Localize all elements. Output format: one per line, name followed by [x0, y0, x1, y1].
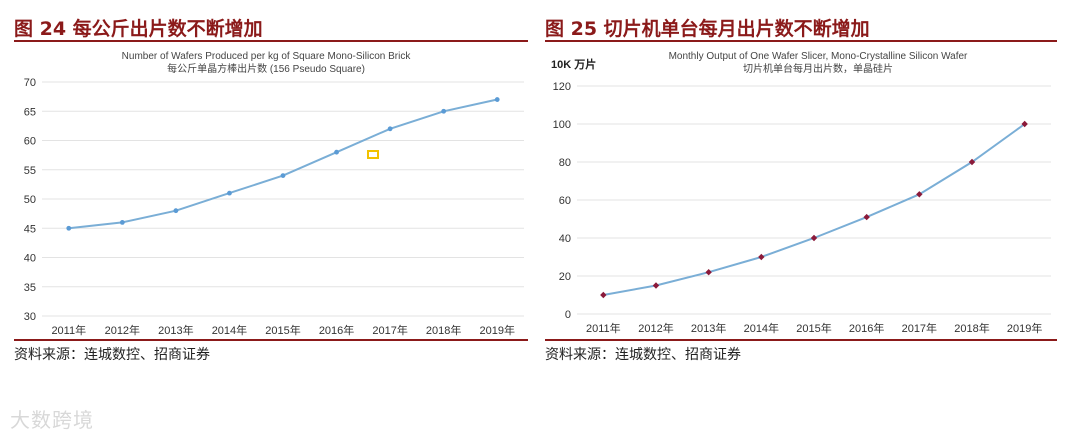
- x-tick-label: 2015年: [796, 321, 831, 335]
- x-tick-label: 2017年: [372, 323, 407, 337]
- x-tick-label: 2014年: [212, 323, 247, 337]
- data-point: [334, 149, 339, 155]
- y-tick-label: 30: [24, 311, 36, 323]
- x-tick-label: 2018年: [426, 323, 461, 337]
- y-unit-label: 10K 万片: [551, 57, 596, 71]
- y-tick-label: 35: [24, 282, 36, 294]
- y-tick-label: 65: [24, 106, 36, 118]
- x-tick-label: 2015年: [265, 323, 300, 337]
- y-tick-label: 45: [24, 223, 36, 235]
- chart-subtitle: 切片机单台每月出片数，单晶硅片: [743, 62, 893, 75]
- data-point: [387, 126, 393, 132]
- x-tick-label: 2012年: [638, 321, 673, 335]
- data-point: [173, 208, 179, 214]
- right-figure: 图 25 切片机单台每月出片数不断增加 Monthly Output of On…: [545, 0, 1057, 441]
- x-tick-label: 2016年: [319, 323, 354, 337]
- x-tick-label: 2012年: [105, 323, 140, 337]
- y-tick-label: 20: [559, 271, 571, 283]
- left-title-rule: [14, 40, 528, 42]
- series-line: [603, 123, 1026, 296]
- data-point: [810, 234, 818, 242]
- right-bottom-rule: [545, 339, 1057, 341]
- right-source-note: 资料来源：连城数控、招商证券: [545, 347, 741, 363]
- series-line: [68, 98, 498, 230]
- data-point: [494, 97, 500, 102]
- left-line-chart: Number of Wafers Produced per kg of Squa…: [24, 51, 524, 337]
- data-point: [863, 213, 870, 221]
- legend-marker: [367, 150, 379, 159]
- chart-title: Monthly Output of One Wafer Slicer, Mono…: [669, 51, 968, 62]
- data-point: [441, 108, 447, 114]
- data-point: [968, 158, 976, 166]
- x-tick-label: 2011年: [51, 323, 86, 337]
- x-tick-label: 2019年: [1007, 321, 1042, 335]
- y-tick-label: 55: [24, 165, 36, 177]
- left-source-note: 资料来源：连城数控、招商证券: [14, 347, 210, 363]
- right-figure-title: 图 25 切片机单台每月出片数不断增加: [545, 18, 870, 40]
- data-point: [600, 291, 607, 299]
- y-tick-label: 70: [24, 77, 36, 89]
- x-tick-label: 2018年: [954, 321, 989, 335]
- y-tick-label: 60: [24, 136, 36, 148]
- watermark-logo: 大数跨境: [10, 408, 94, 432]
- y-tick-label: 0: [565, 309, 571, 321]
- x-tick-label: 2013年: [691, 321, 726, 335]
- x-tick-label: 2014年: [744, 321, 779, 335]
- x-tick-label: 2016年: [849, 321, 884, 335]
- y-tick-label: 100: [553, 119, 571, 131]
- chart-title: Number of Wafers Produced per kg of Squa…: [122, 51, 412, 62]
- y-tick-label: 120: [553, 81, 571, 93]
- x-tick-label: 2017年: [902, 321, 937, 335]
- data-point: [652, 282, 660, 289]
- y-tick-label: 80: [559, 157, 571, 169]
- left-figure: 图 24 每公斤出片数不断增加 Number of Wafers Produce…: [14, 0, 528, 441]
- left-figure-title: 图 24 每公斤出片数不断增加: [14, 18, 263, 40]
- y-tick-label: 50: [24, 194, 36, 206]
- right-line-chart: Monthly Output of One Wafer Slicer, Mono…: [551, 51, 1051, 335]
- data-point: [119, 220, 125, 225]
- x-tick-label: 2011年: [586, 321, 621, 335]
- y-tick-label: 40: [559, 233, 571, 245]
- data-point: [227, 190, 232, 196]
- data-point: [66, 225, 72, 231]
- right-title-rule: [545, 40, 1057, 42]
- chart-subtitle: 每公斤单晶方棒出片数 (156 Pseudo Square): [167, 62, 365, 75]
- left-bottom-rule: [14, 339, 528, 341]
- y-tick-label: 40: [24, 253, 36, 265]
- x-tick-label: 2019年: [479, 323, 514, 337]
- x-tick-label: 2013年: [158, 323, 193, 337]
- y-tick-label: 60: [559, 195, 571, 207]
- data-point: [280, 173, 286, 179]
- data-point: [758, 253, 765, 261]
- data-point: [705, 269, 712, 276]
